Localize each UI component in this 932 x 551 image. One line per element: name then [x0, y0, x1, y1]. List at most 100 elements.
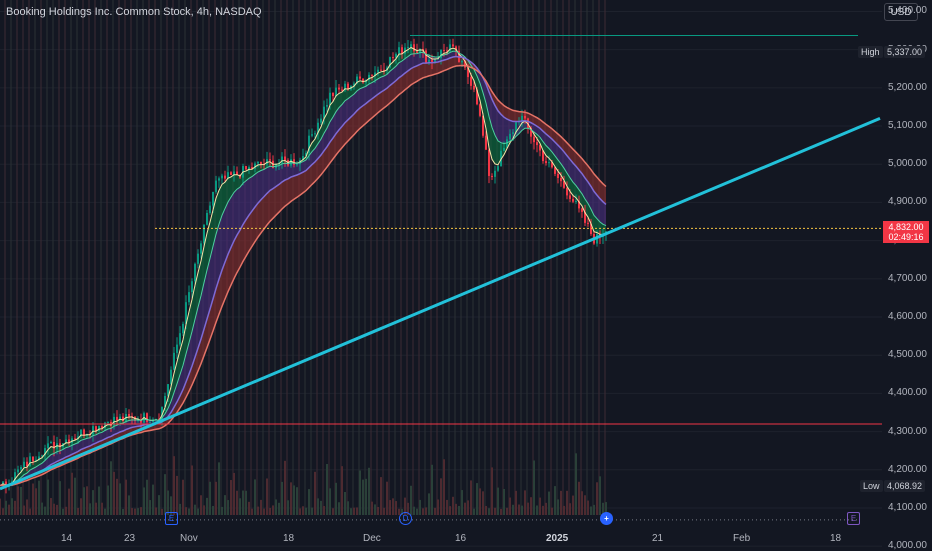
- volume-bar: [386, 481, 388, 515]
- session-stripe: [130, 0, 132, 515]
- price-label: 4,100.00: [888, 501, 927, 513]
- volume-bar: [431, 464, 433, 515]
- volume-bar: [575, 453, 577, 515]
- volume-bar: [590, 506, 592, 515]
- volume-bar: [515, 490, 517, 515]
- volume-bar: [308, 489, 310, 515]
- currency-button[interactable]: USD: [884, 3, 918, 21]
- candle-body: [83, 429, 85, 436]
- session-stripe: [382, 0, 384, 515]
- session-stripe: [454, 0, 456, 515]
- candle-body: [410, 44, 412, 47]
- candle-body: [221, 175, 223, 179]
- candle-body: [179, 333, 181, 345]
- volume-bar: [152, 484, 154, 515]
- candle-body: [266, 159, 268, 165]
- time-label-2025: 2025: [546, 533, 569, 544]
- volume-bar: [32, 483, 34, 515]
- session-stripe: [178, 0, 180, 515]
- session-stripe: [280, 0, 282, 515]
- time-label-16: 16: [455, 533, 467, 544]
- session-stripe: [82, 0, 84, 515]
- candle-body: [362, 78, 364, 83]
- volume-bar: [206, 497, 208, 515]
- volume-bar: [455, 503, 457, 515]
- volume-bar: [8, 504, 10, 515]
- session-stripe: [136, 0, 138, 515]
- volume-bar: [290, 482, 292, 515]
- volume-bar: [53, 503, 55, 515]
- volume-bar: [365, 478, 367, 515]
- candle-body: [569, 195, 571, 199]
- volume-bar: [218, 462, 220, 515]
- volume-bar: [65, 506, 67, 515]
- candle-body: [332, 92, 334, 97]
- volume-bar: [323, 505, 325, 515]
- add-event-icon[interactable]: +: [600, 512, 613, 525]
- volume-bar: [341, 466, 343, 515]
- volume-bar: [224, 495, 226, 515]
- candle-body: [575, 200, 577, 202]
- candle-body: [344, 83, 346, 91]
- time-label-nov: Nov: [180, 533, 198, 544]
- candle-body: [41, 455, 43, 457]
- volume-bar: [59, 481, 61, 515]
- candle-body: [104, 422, 106, 429]
- volume-bar: [56, 504, 58, 515]
- candle-body: [545, 161, 547, 164]
- session-stripe: [256, 0, 258, 515]
- session-stripe: [532, 0, 534, 515]
- session-stripe: [268, 0, 270, 515]
- volume-bar: [566, 490, 568, 515]
- volume-bar: [524, 490, 526, 515]
- volume-bar: [23, 505, 25, 515]
- volume-bar: [353, 507, 355, 515]
- earnings-icon[interactable]: E: [165, 512, 178, 525]
- earnings-upcoming-icon[interactable]: E: [847, 512, 860, 525]
- volume-bar: [227, 500, 229, 515]
- volume-bar: [20, 486, 22, 515]
- candle-body: [23, 461, 25, 467]
- candle-body: [509, 133, 511, 140]
- volume-bar: [167, 490, 169, 515]
- session-stripe: [562, 0, 564, 515]
- candle-body: [251, 167, 253, 169]
- candle-body: [164, 396, 166, 407]
- volume-bar: [164, 474, 166, 515]
- candle-body: [515, 122, 517, 133]
- candle-body: [92, 426, 94, 435]
- volume-bar: [131, 508, 133, 515]
- volume-bar: [419, 499, 421, 515]
- session-stripe: [16, 0, 18, 515]
- candle-body: [95, 426, 97, 431]
- session-stripe: [172, 0, 174, 515]
- volume-bar: [497, 487, 499, 515]
- volume-bar: [371, 501, 373, 515]
- volume-bar: [569, 503, 571, 515]
- volume-bar: [158, 495, 160, 515]
- dividend-icon[interactable]: D: [399, 512, 412, 525]
- volume-bar: [155, 507, 157, 515]
- session-stripe: [490, 0, 492, 515]
- session-stripe: [286, 0, 288, 515]
- volume-bar: [230, 480, 232, 515]
- candle-body: [566, 187, 568, 196]
- session-stripe: [190, 0, 192, 515]
- session-stripe: [370, 0, 372, 515]
- volume-bar: [536, 505, 538, 515]
- candle-body: [434, 59, 436, 63]
- volume-bar: [581, 491, 583, 515]
- volume-bar: [170, 496, 172, 515]
- candle-body: [455, 46, 457, 51]
- candle-body: [329, 92, 331, 106]
- session-stripe: [406, 0, 408, 515]
- candle-body: [44, 448, 46, 456]
- volume-bar: [14, 500, 16, 515]
- time-label-18: 18: [283, 533, 295, 544]
- volume-bar: [89, 503, 91, 515]
- candle-body: [194, 263, 196, 282]
- volume-bar: [83, 487, 85, 515]
- volume-bar: [77, 507, 79, 515]
- candle-body: [323, 106, 325, 119]
